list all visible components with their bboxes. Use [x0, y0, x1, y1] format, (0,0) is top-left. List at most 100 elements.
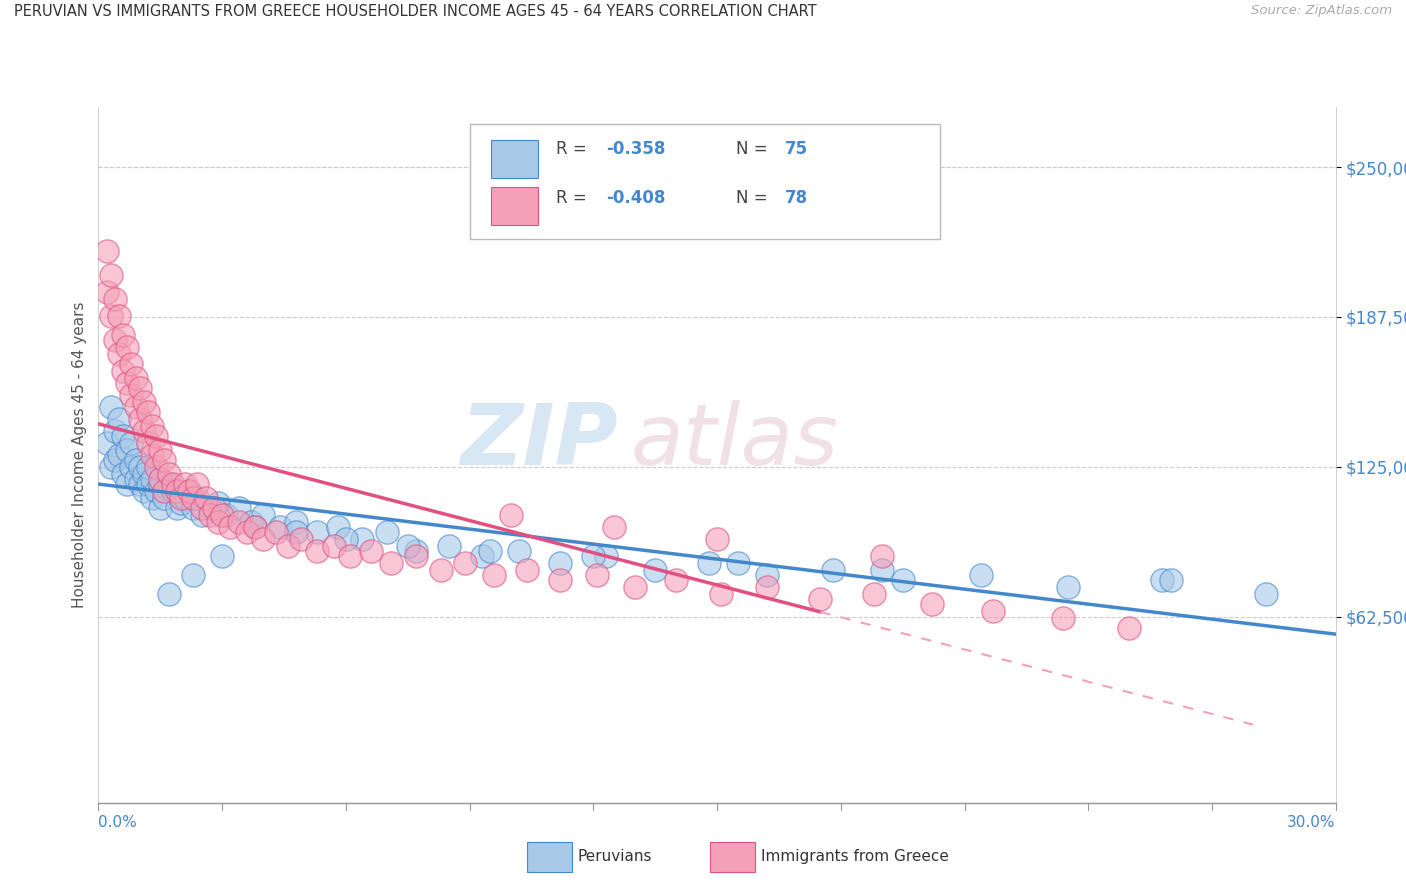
- Point: [755, 580, 778, 594]
- Point: [586, 567, 609, 582]
- Point: [117, 443, 139, 458]
- Point: [437, 539, 460, 553]
- Point: [1254, 587, 1277, 601]
- Point: [112, 467, 135, 482]
- Text: R =: R =: [557, 140, 592, 159]
- FancyBboxPatch shape: [491, 187, 537, 226]
- Point: [141, 448, 163, 462]
- Point: [454, 556, 477, 570]
- Point: [132, 483, 155, 498]
- Point: [484, 567, 506, 582]
- Point: [112, 328, 135, 343]
- Point: [117, 340, 139, 354]
- Text: -0.358: -0.358: [606, 140, 665, 159]
- Point: [153, 483, 176, 498]
- Point: [236, 524, 259, 539]
- Point: [96, 285, 118, 299]
- Point: [243, 520, 266, 534]
- Point: [136, 459, 159, 474]
- Point: [305, 544, 328, 558]
- Point: [120, 436, 142, 450]
- Point: [665, 573, 688, 587]
- Point: [174, 476, 197, 491]
- Point: [112, 364, 135, 378]
- Point: [1118, 621, 1140, 635]
- Point: [285, 515, 308, 529]
- Point: [207, 515, 229, 529]
- Point: [136, 405, 159, 419]
- Text: 78: 78: [785, 189, 808, 207]
- Point: [326, 520, 349, 534]
- Point: [100, 459, 122, 474]
- Point: [285, 524, 308, 539]
- Text: N =: N =: [735, 140, 772, 159]
- Point: [149, 500, 172, 515]
- Point: [290, 532, 312, 546]
- Point: [405, 549, 427, 563]
- Point: [179, 483, 201, 498]
- Point: [157, 587, 180, 601]
- Point: [108, 309, 131, 323]
- Point: [305, 524, 328, 539]
- Point: [215, 508, 238, 522]
- Point: [128, 476, 150, 491]
- Text: ZIP: ZIP: [460, 400, 619, 483]
- Point: [145, 428, 167, 442]
- Point: [228, 500, 250, 515]
- Point: [219, 520, 242, 534]
- Point: [808, 591, 831, 606]
- Point: [100, 268, 122, 282]
- Point: [198, 508, 221, 522]
- Point: [821, 563, 844, 577]
- Point: [145, 459, 167, 474]
- Point: [181, 500, 204, 515]
- Text: Peruvians: Peruvians: [578, 849, 652, 863]
- Point: [157, 476, 180, 491]
- Point: [352, 532, 374, 546]
- Point: [112, 428, 135, 442]
- Point: [335, 532, 357, 546]
- Point: [921, 597, 943, 611]
- Point: [243, 520, 266, 534]
- Text: atlas: atlas: [630, 400, 838, 483]
- Point: [132, 424, 155, 438]
- Point: [128, 459, 150, 474]
- Point: [380, 556, 402, 570]
- Point: [550, 556, 572, 570]
- Point: [198, 500, 221, 515]
- Point: [870, 549, 893, 563]
- Point: [644, 563, 666, 577]
- Point: [181, 567, 204, 582]
- Point: [120, 357, 142, 371]
- Point: [1056, 580, 1078, 594]
- Point: [429, 563, 451, 577]
- Point: [149, 443, 172, 458]
- Point: [181, 491, 204, 505]
- Point: [166, 483, 188, 498]
- Text: Immigrants from Greece: Immigrants from Greece: [761, 849, 949, 863]
- Point: [252, 508, 274, 522]
- Point: [141, 472, 163, 486]
- Point: [141, 491, 163, 505]
- Point: [108, 347, 131, 361]
- Point: [170, 491, 193, 505]
- Point: [550, 573, 572, 587]
- Point: [870, 563, 893, 577]
- Point: [727, 556, 749, 570]
- Text: 75: 75: [785, 140, 808, 159]
- Point: [104, 333, 127, 347]
- Point: [339, 549, 361, 563]
- Point: [582, 549, 605, 563]
- Point: [471, 549, 494, 563]
- Text: Source: ZipAtlas.com: Source: ZipAtlas.com: [1251, 4, 1392, 18]
- Point: [117, 376, 139, 390]
- Point: [211, 508, 233, 522]
- Point: [153, 491, 176, 505]
- FancyBboxPatch shape: [491, 140, 537, 178]
- Point: [179, 483, 201, 498]
- Point: [706, 532, 728, 546]
- Point: [100, 309, 122, 323]
- Point: [136, 476, 159, 491]
- Point: [104, 424, 127, 438]
- Point: [120, 388, 142, 402]
